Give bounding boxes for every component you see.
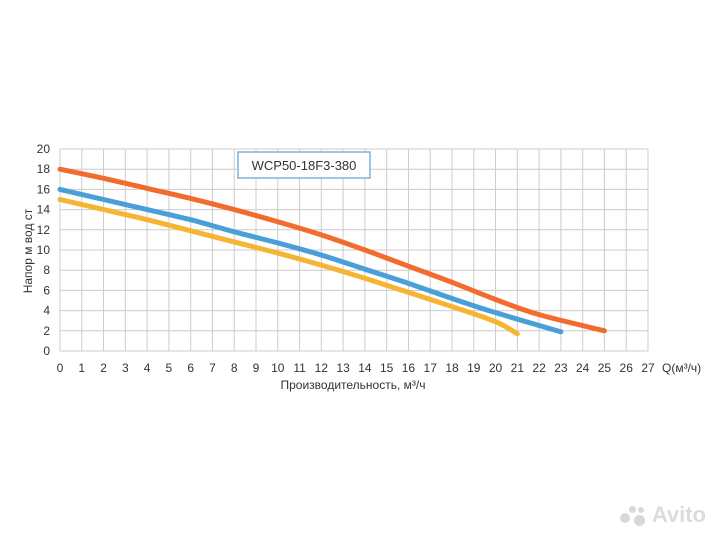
x-tick-label: 25 xyxy=(598,361,612,375)
avito-watermark: Avito xyxy=(619,502,706,528)
x-tick-label: 26 xyxy=(620,361,634,375)
x-tick-label: 9 xyxy=(253,361,260,375)
y-tick-label: 14 xyxy=(37,203,51,217)
y-tick-label: 20 xyxy=(37,142,51,156)
x-tick-label: 11 xyxy=(293,361,306,375)
x-unit-label: Q(м³/ч) xyxy=(662,361,701,375)
series-line-orange xyxy=(57,166,607,334)
x-tick-label: 21 xyxy=(511,361,525,375)
x-axis-label: Производительность, м³/ч xyxy=(281,378,426,392)
x-tick-label: 12 xyxy=(315,361,329,375)
x-tick-label: 1 xyxy=(78,361,85,375)
chart-title: WCP50-18F3-380 xyxy=(252,158,357,173)
y-tick-label: 2 xyxy=(43,324,50,338)
x-tick-label: 7 xyxy=(209,361,216,375)
series-line-blue xyxy=(57,186,564,335)
x-tick-label: 0 xyxy=(57,361,64,375)
watermark-text: Avito xyxy=(651,502,706,527)
y-tick-label: 0 xyxy=(43,344,50,358)
x-tick-label: 20 xyxy=(489,361,503,375)
x-tick-label: 2 xyxy=(100,361,107,375)
x-tick-label: 6 xyxy=(187,361,194,375)
x-tick-labels: 0 1 2 3 4 5 6 7 8 9 10 11 12 13 14 15 16 17 18 19 20 21 22 23 24… xyxy=(57,361,655,375)
series-group xyxy=(57,166,607,337)
y-tick-label: 4 xyxy=(43,304,50,318)
x-tick-label: 19 xyxy=(467,361,481,375)
x-tick-label: 24 xyxy=(576,361,590,375)
x-tick-label: 3 xyxy=(122,361,129,375)
x-tick-label: 8 xyxy=(231,361,238,375)
y-tick-label: 18 xyxy=(37,162,51,176)
x-tick-label: 5 xyxy=(166,361,173,375)
y-tick-label: 12 xyxy=(37,223,51,237)
x-tick-label: 27 xyxy=(641,361,655,375)
y-tick-label: 16 xyxy=(37,182,51,196)
x-tick-label: 22 xyxy=(532,361,546,375)
x-tick-label: 10 xyxy=(271,361,285,375)
avito-logo-icon xyxy=(619,504,646,526)
series-line-yellow xyxy=(57,197,520,337)
y-tick-labels: 0 2 4 6 8 10 12 14 16 18 20 xyxy=(37,142,51,358)
y-axis-label: Напор м вод ст xyxy=(21,208,35,293)
x-tick-label: 13 xyxy=(336,361,350,375)
y-tick-label: 10 xyxy=(37,243,51,257)
x-tick-label: 4 xyxy=(144,361,151,375)
grid-lines xyxy=(59,148,649,352)
x-tick-label: 18 xyxy=(445,361,459,375)
x-tick-label: 23 xyxy=(554,361,568,375)
chart-title-box: WCP50-18F3-380 xyxy=(237,151,371,179)
x-tick-label: 14 xyxy=(358,361,372,375)
y-tick-label: 6 xyxy=(43,283,50,297)
x-tick-label: 15 xyxy=(380,361,394,375)
x-tick-label: 17 xyxy=(424,361,438,375)
x-tick-label: 16 xyxy=(402,361,416,375)
y-tick-label: 8 xyxy=(43,263,50,277)
